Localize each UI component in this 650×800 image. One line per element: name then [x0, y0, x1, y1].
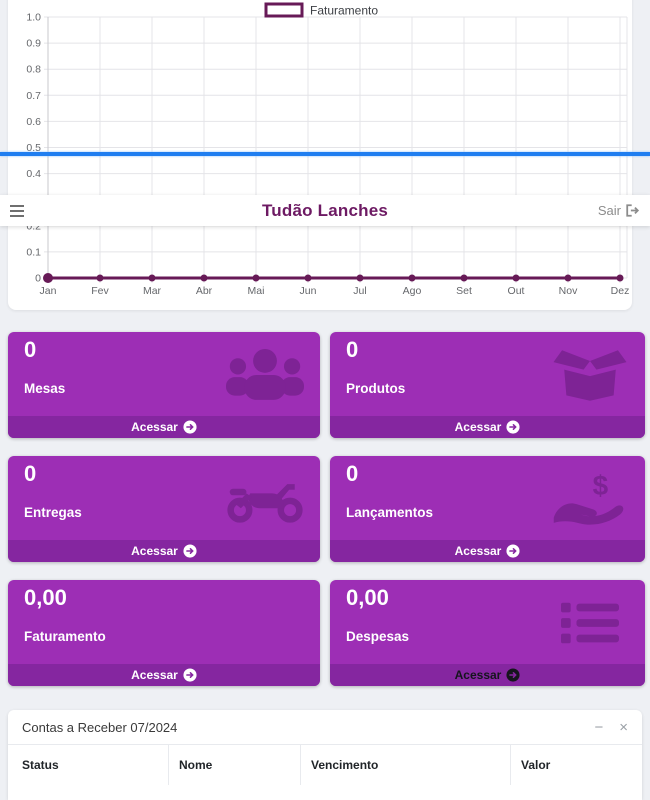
card-value: 0: [346, 337, 359, 362]
card-label: Faturamento: [24, 629, 106, 644]
svg-text:Out: Out: [508, 285, 525, 297]
logout-label: Sair: [597, 203, 621, 218]
menu-toggle-button[interactable]: [10, 202, 32, 220]
svg-text:Set: Set: [456, 285, 472, 297]
contas-receber-panel: Contas a Receber 07/2024 − × Status Nome…: [8, 710, 642, 800]
svg-text:Dez: Dez: [611, 285, 630, 297]
svg-text:1.0: 1.0: [26, 12, 41, 24]
users-icon: [226, 346, 304, 404]
arrow-circle-right-icon: [506, 544, 520, 558]
svg-text:Jan: Jan: [40, 285, 57, 297]
panel-header: Contas a Receber 07/2024 − ×: [8, 710, 642, 744]
close-icon[interactable]: ×: [619, 718, 628, 736]
card-access-button[interactable]: Acessar: [330, 664, 645, 686]
card-label: Mesas: [24, 381, 66, 396]
card-access-button[interactable]: Acessar: [330, 540, 645, 562]
access-label: Acessar: [454, 668, 502, 682]
card-value: 0: [24, 461, 37, 486]
card-entregas: 0 Entregas Acessar: [8, 456, 320, 562]
svg-text:0.6: 0.6: [26, 116, 41, 128]
svg-text:0.1: 0.1: [26, 246, 41, 258]
card-value: 0: [24, 337, 37, 362]
app-header: Tudão Lanches Sair: [0, 195, 650, 226]
svg-text:Nov: Nov: [559, 285, 578, 297]
table-header-row: Status Nome Vencimento Valor: [8, 744, 642, 785]
svg-text:0.8: 0.8: [26, 64, 41, 76]
column-header-valor[interactable]: Valor: [521, 758, 551, 772]
arrow-circle-right-icon: [506, 668, 520, 682]
card-access-button[interactable]: Acessar: [8, 664, 320, 686]
svg-text:0.4: 0.4: [26, 168, 41, 180]
access-label: Acessar: [131, 420, 178, 434]
box-open-icon: [551, 346, 629, 404]
svg-text:Mar: Mar: [143, 285, 162, 297]
card-value: 0,00: [24, 585, 67, 610]
arrow-circle-right-icon: [183, 420, 197, 434]
stat-cards-grid: 0 Mesas Acessar 0: [8, 332, 645, 686]
column-header-status[interactable]: Status: [8, 745, 169, 785]
blue-divider-line: [0, 152, 650, 156]
card-despesas: 0,00 Despesas Acessar: [330, 580, 645, 686]
card-access-button[interactable]: Acessar: [8, 416, 320, 438]
hand-holding-dollar-icon: $: [551, 470, 629, 528]
card-mesas: 0 Mesas Acessar: [8, 332, 320, 438]
svg-text:Mai: Mai: [248, 285, 265, 297]
card-label: Despesas: [346, 629, 410, 644]
access-label: Acessar: [454, 420, 502, 434]
card-lancamentos: 0 Lançamentos $ Acessar: [330, 456, 645, 562]
svg-text:Faturamento: Faturamento: [310, 4, 378, 18]
column-header-nome[interactable]: Nome: [169, 745, 301, 785]
minimize-icon[interactable]: −: [594, 718, 604, 736]
svg-text:$: $: [593, 470, 609, 501]
card-faturamento: 0,00 Faturamento Acessar: [8, 580, 320, 686]
card-access-button[interactable]: Acessar: [8, 540, 320, 562]
card-label: Lançamentos: [346, 505, 434, 520]
arrow-circle-right-icon: [183, 668, 197, 682]
card-value: 0,00: [346, 585, 389, 610]
sign-out-icon: [626, 204, 640, 217]
access-label: Acessar: [131, 544, 178, 558]
access-label: Acessar: [454, 544, 502, 558]
card-label: Produtos: [346, 381, 406, 396]
app-title: Tudão Lanches: [261, 200, 389, 220]
access-label: Acessar: [131, 668, 178, 682]
svg-text:Abr: Abr: [196, 285, 213, 297]
logout-link[interactable]: Sair: [598, 203, 640, 218]
svg-text:Jul: Jul: [353, 285, 366, 297]
list-icon: [551, 594, 629, 652]
svg-text:0: 0: [35, 273, 41, 285]
arrow-circle-right-icon: [183, 544, 197, 558]
card-label: Entregas: [24, 505, 82, 520]
card-produtos: 0 Produtos Acessar: [330, 332, 645, 438]
motorcycle-icon: [226, 470, 304, 528]
svg-text:0.7: 0.7: [26, 90, 41, 102]
svg-text:Ago: Ago: [403, 285, 422, 297]
panel-tools: − ×: [594, 720, 628, 735]
card-value: 0: [346, 461, 359, 486]
svg-text:Fev: Fev: [91, 285, 109, 297]
svg-text:0.5: 0.5: [26, 142, 41, 154]
arrow-circle-right-icon: [506, 420, 520, 434]
svg-text:Jun: Jun: [300, 285, 317, 297]
panel-title: Contas a Receber 07/2024: [22, 719, 178, 735]
card-access-button[interactable]: Acessar: [330, 416, 645, 438]
hamburger-icon: [10, 204, 24, 217]
column-header-vencimento[interactable]: Vencimento: [301, 745, 511, 785]
svg-text:0.9: 0.9: [26, 38, 41, 50]
